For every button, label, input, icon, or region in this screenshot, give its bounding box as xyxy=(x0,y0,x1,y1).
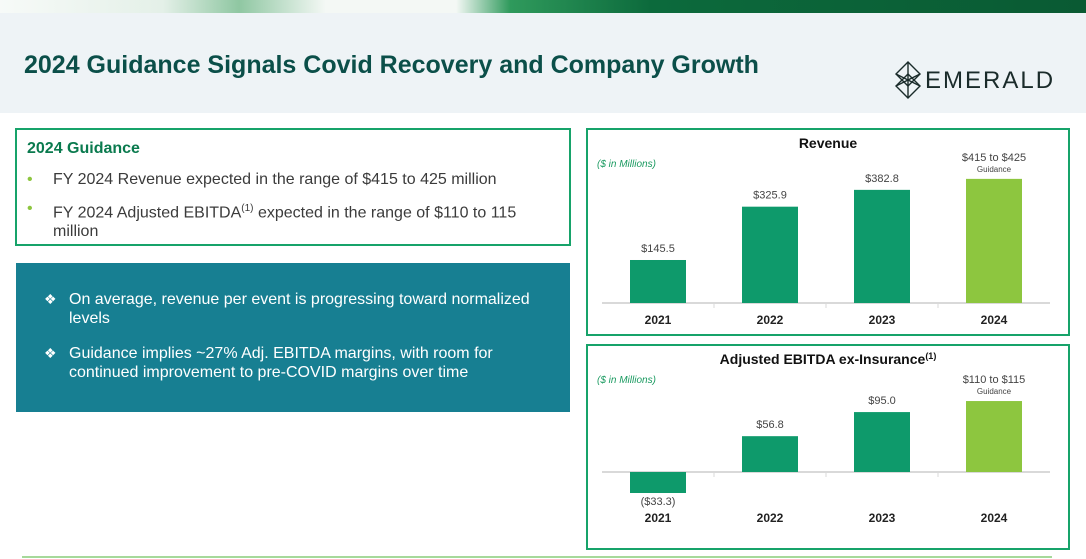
bar-2023 xyxy=(854,412,910,472)
emerald-gem-icon xyxy=(895,61,921,99)
chart-title: Revenue xyxy=(799,135,858,151)
chart-title-text: Revenue xyxy=(799,135,858,151)
category-label: 2024 xyxy=(981,511,1008,525)
ebitda-chart: Adjusted EBITDA ex-Insurance(1) ($ in Mil… xyxy=(597,351,1050,525)
logo-wordmark: EMERALD xyxy=(925,67,1056,94)
footer-divider xyxy=(22,556,1052,558)
diamond-bullet-icon: ❖ xyxy=(44,345,57,361)
highlights-box: ❖ On average, revenue per event is progr… xyxy=(16,263,570,412)
bullet-text-part: expected in the range of $110 to 115 xyxy=(253,204,517,222)
category-label: 2023 xyxy=(869,313,896,327)
category-label: 2023 xyxy=(869,511,896,525)
bullet-dot: • xyxy=(27,171,33,188)
bar-2024 xyxy=(966,178,1022,303)
guidance-label: Guidance xyxy=(977,165,1012,174)
bullet-text: FY 2024 Revenue expected in the range of… xyxy=(53,171,497,188)
highlight-text: Guidance implies ~27% Adj. EBITDA margin… xyxy=(69,345,493,381)
units-note: ($ in Millions) xyxy=(597,375,656,386)
top-decorative-band xyxy=(0,0,1086,13)
category-label: 2022 xyxy=(757,511,784,525)
category-label: 2024 xyxy=(981,313,1008,327)
bullet-text: FY 2024 Adjusted EBITDA(1) expected in t… xyxy=(53,199,553,241)
data-label: $325.9 xyxy=(753,190,787,202)
data-label: $95.0 xyxy=(868,395,896,407)
header: 2024 Guidance Signals Covid Recovery and… xyxy=(0,13,1086,113)
ebitda-chart-panel: Adjusted EBITDA ex-Insurance(1) ($ in Mil… xyxy=(586,344,1070,550)
revenue-chart: Revenue ($ in Millions) $145.5 2021 $325.9 20… xyxy=(597,135,1050,327)
chart-title-footnote: (1) xyxy=(925,351,936,361)
bullet-text-part: million xyxy=(53,223,99,241)
category-label: 2021 xyxy=(645,313,672,327)
footnote-marker: (1) xyxy=(241,203,254,214)
bar-2021 xyxy=(630,259,686,303)
bar-2022 xyxy=(742,436,798,472)
revenue-chart-panel: Revenue ($ in Millions) $145.5 2021 $325.9 20… xyxy=(586,128,1070,336)
highlight-text: On average, revenue per event is progres… xyxy=(69,291,530,327)
guidance-label: Guidance xyxy=(977,387,1012,396)
data-label: $56.8 xyxy=(756,419,784,431)
chart-title: Adjusted EBITDA ex-Insurance(1) xyxy=(720,351,937,367)
bar-2021 xyxy=(630,472,686,494)
data-label: $415 to $425 xyxy=(962,152,1026,164)
bar-2024 xyxy=(966,401,1022,472)
guidance-box: 2024 Guidance • FY 2024 Revenue expected… xyxy=(15,128,571,246)
bullet-dot: • xyxy=(27,200,33,217)
units-note: ($ in Millions) xyxy=(597,159,656,170)
data-label: ($33.3) xyxy=(641,496,676,508)
chart-title-text: Adjusted EBITDA ex-Insurance xyxy=(720,351,926,367)
data-label: $110 to $115 xyxy=(963,374,1026,386)
bar-2023 xyxy=(854,189,910,303)
bar-2022 xyxy=(742,206,798,303)
emerald-logo: EMERALD xyxy=(895,61,1055,99)
diamond-bullet-icon: ❖ xyxy=(44,291,57,307)
category-label: 2021 xyxy=(645,511,672,525)
category-label: 2022 xyxy=(757,313,784,327)
data-label: $145.5 xyxy=(641,243,675,255)
page-title: 2024 Guidance Signals Covid Recovery and… xyxy=(24,51,759,79)
data-label: $382.8 xyxy=(865,173,899,185)
bullet-text-part: FY 2024 Adjusted EBITDA xyxy=(53,204,242,222)
guidance-title: 2024 Guidance xyxy=(27,140,140,157)
